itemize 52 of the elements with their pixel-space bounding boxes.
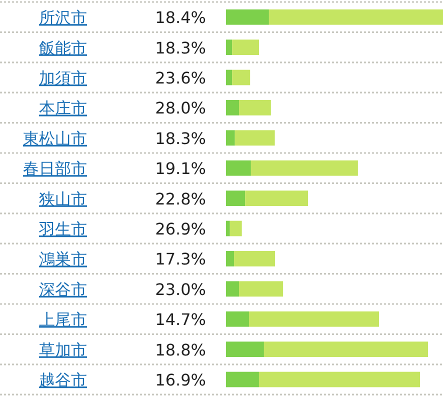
bar xyxy=(268,9,443,25)
bar xyxy=(245,190,308,206)
y-tick-label: 春日部市 xyxy=(23,159,87,178)
bar xyxy=(264,342,428,357)
text: 18.3% xyxy=(155,128,206,148)
y-tick-label: 草加市 xyxy=(39,340,87,360)
bar xyxy=(239,281,284,297)
y-tick-label: 深谷市 xyxy=(39,280,87,299)
bar xyxy=(226,311,249,327)
bar xyxy=(226,251,234,266)
text: 26.9% xyxy=(155,220,206,238)
y-tick-label: 本庄市 xyxy=(39,98,87,118)
bar xyxy=(226,70,232,86)
y-tick-label: 狭山市 xyxy=(39,189,87,208)
bar xyxy=(226,281,240,297)
bar xyxy=(232,70,250,86)
bar xyxy=(258,372,420,388)
bar xyxy=(230,220,242,236)
bar xyxy=(226,40,232,55)
y-tick-label: 鴻巣市 xyxy=(39,250,87,269)
bar xyxy=(226,372,259,388)
text: 17.3% xyxy=(155,250,206,269)
text: 16.9% xyxy=(155,370,206,390)
text: 18.3% xyxy=(155,38,206,58)
bar xyxy=(226,342,264,357)
y-tick-label: 東松山市 xyxy=(23,128,87,148)
bar xyxy=(249,311,379,327)
bar xyxy=(250,160,358,176)
text: 14.7% xyxy=(155,310,206,330)
text: 23.6% xyxy=(155,68,206,88)
text: 18.4% xyxy=(155,8,206,28)
bar xyxy=(226,130,235,146)
y-tick-label: 飯能市 xyxy=(39,38,87,58)
y-tick-label: 上尾市 xyxy=(39,310,87,330)
bar xyxy=(234,251,276,266)
bar xyxy=(226,100,240,116)
bar xyxy=(239,100,271,116)
bar xyxy=(226,9,269,25)
bar xyxy=(232,40,259,55)
y-tick-label: 所沢市 xyxy=(39,8,87,28)
text: 19.1% xyxy=(155,159,206,178)
y-tick-label: 加須市 xyxy=(39,68,87,88)
text: 22.8% xyxy=(155,189,206,208)
text: 18.8% xyxy=(155,340,206,360)
y-tick-label: 越谷市 xyxy=(39,370,87,390)
bar xyxy=(226,220,230,236)
text: 23.0% xyxy=(155,280,206,299)
y-tick-label: 羽生市 xyxy=(38,220,87,238)
text: 28.0% xyxy=(155,98,206,118)
bar xyxy=(226,190,246,206)
bar xyxy=(226,160,251,176)
bar xyxy=(234,130,275,146)
